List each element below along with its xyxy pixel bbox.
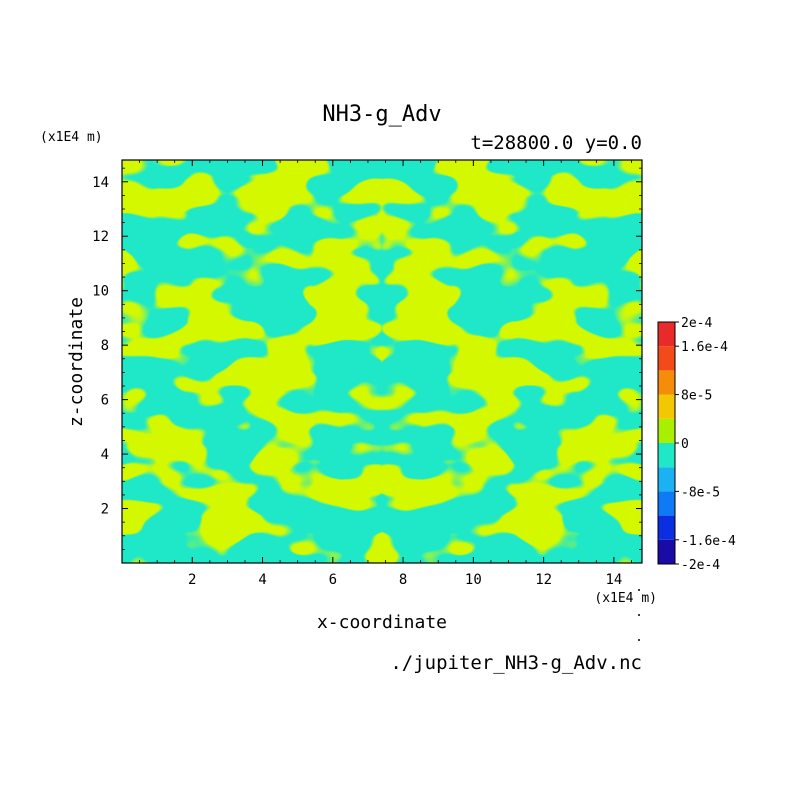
chart-title: NH3-g_Adv bbox=[322, 102, 441, 127]
y-tick-label: 4 bbox=[101, 447, 109, 463]
y-axis-ticks: 2 4 6 8 10 12 14 bbox=[92, 167, 642, 550]
colorbar-segment bbox=[658, 322, 675, 347]
x-axis-label: x-coordinate bbox=[317, 612, 447, 633]
y-tick-label: 2 bbox=[101, 502, 109, 518]
colorbar-labels: 2e-4 1.6e-4 8e-5 0 -8e-5 -1.6e-4 -2e-4 bbox=[675, 316, 736, 573]
x-axis-unit: (x1E4 m) bbox=[594, 591, 657, 606]
x-tick-label: 14 bbox=[605, 572, 622, 588]
colorbar-segment bbox=[658, 467, 675, 492]
colorbar-label: -8e-5 bbox=[681, 485, 720, 500]
x-tick-label: 10 bbox=[465, 572, 482, 588]
colorbar bbox=[657, 321, 676, 565]
y-tick-label: 8 bbox=[101, 338, 109, 354]
x-tick-label: 12 bbox=[535, 572, 552, 588]
x-axis-ticks: 2 4 6 8 10 12 14 bbox=[139, 160, 632, 588]
x-tick-label: 2 bbox=[188, 572, 196, 588]
y-axis-label: z-coordinate bbox=[66, 297, 87, 427]
colorbar-label: 2e-4 bbox=[681, 316, 712, 331]
colorbar-segment bbox=[658, 539, 675, 564]
x-tick-label: 6 bbox=[329, 572, 337, 588]
field-layer bbox=[122, 160, 642, 563]
x-tick-label: 4 bbox=[258, 572, 266, 588]
colorbar-segment bbox=[658, 346, 675, 371]
x-tick-label: 8 bbox=[399, 572, 407, 588]
y-tick-label: 14 bbox=[92, 175, 109, 191]
colorbar-segment bbox=[658, 394, 675, 419]
y-tick-label: 10 bbox=[92, 284, 109, 300]
plot-frame bbox=[121, 159, 643, 564]
colorbar-label: -2e-4 bbox=[681, 558, 720, 573]
positive-band-left bbox=[122, 160, 382, 563]
colorbar-label: 0 bbox=[681, 437, 689, 452]
colorbar-segment bbox=[658, 491, 675, 516]
colorbar-segment bbox=[658, 443, 675, 468]
chart-subtitle: t=28800.0 y=0.0 bbox=[470, 132, 642, 154]
corner-dots bbox=[638, 589, 640, 641]
y-tick-label: 6 bbox=[101, 393, 109, 409]
positive-band-right-mirror bbox=[382, 160, 642, 563]
colorbar-segment bbox=[658, 370, 675, 395]
source-file-label: ./jupiter_NH3-g_Adv.nc bbox=[390, 652, 642, 674]
y-axis-unit: (x1E4 m) bbox=[40, 130, 103, 145]
colorbar-label: 1.6e-4 bbox=[681, 340, 728, 355]
colorbar-label: 8e-5 bbox=[681, 389, 712, 404]
colorbar-segment bbox=[658, 515, 675, 540]
y-tick-label: 12 bbox=[92, 229, 109, 245]
colorbar-label: -1.6e-4 bbox=[681, 534, 736, 549]
colorbar-segment bbox=[658, 418, 675, 443]
